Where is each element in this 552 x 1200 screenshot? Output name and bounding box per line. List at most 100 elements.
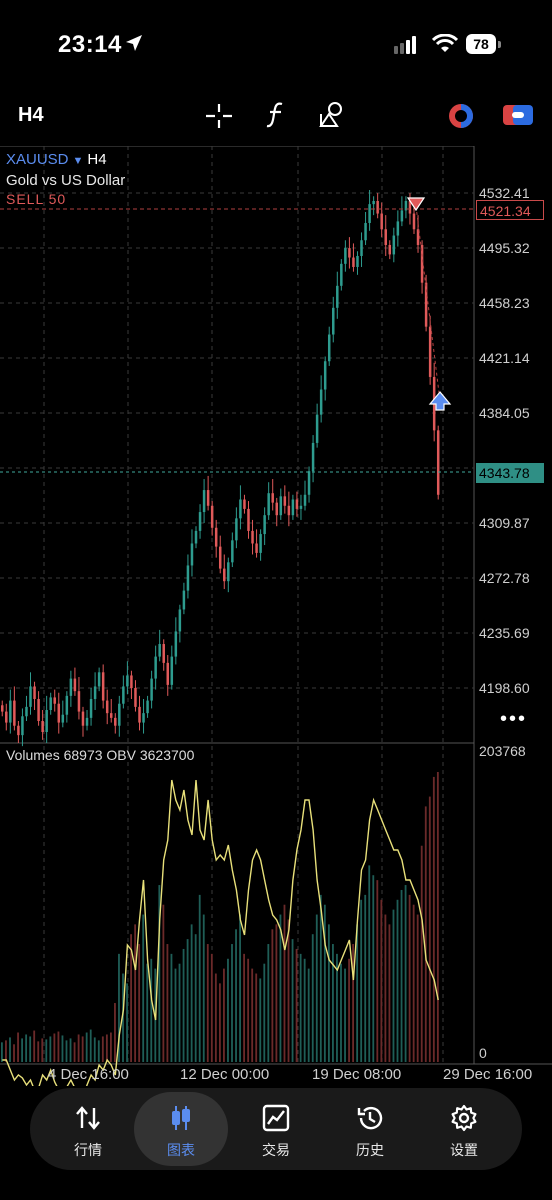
crosshair-icon[interactable] xyxy=(204,102,234,130)
candle-body xyxy=(214,527,218,547)
volume-bar xyxy=(336,953,338,1062)
volume-bar xyxy=(9,1037,11,1062)
candle-body xyxy=(267,493,270,516)
gear-icon xyxy=(451,1104,477,1132)
volume-bar xyxy=(45,1039,48,1062)
candle-body xyxy=(436,430,440,495)
volume-bar xyxy=(101,1036,104,1062)
tab-settings[interactable]: 设置 xyxy=(417,1092,511,1166)
candle-body xyxy=(287,505,291,516)
candle-body xyxy=(243,499,246,509)
candle-body xyxy=(348,248,351,258)
tab-history[interactable]: 历史 xyxy=(323,1092,417,1166)
tab-label: 行情 xyxy=(74,1142,102,1158)
symbol-name[interactable]: XAUUSD xyxy=(6,151,69,168)
price-label: 4384.05 xyxy=(479,405,530,421)
candle-body xyxy=(93,686,97,700)
time-label: 4 Dec 16:00 xyxy=(48,1066,129,1083)
candle-body xyxy=(400,210,404,222)
candle-body xyxy=(352,257,355,267)
more-options-button[interactable]: ••• xyxy=(500,708,528,730)
wifi-icon xyxy=(432,34,458,52)
candle-body xyxy=(37,699,40,722)
candle-body xyxy=(194,530,198,544)
price-label: 4198.60 xyxy=(479,680,530,696)
candle-body xyxy=(295,499,299,509)
price-chart[interactable] xyxy=(0,146,552,1086)
sell-arrow-icon xyxy=(406,197,426,212)
symbol-dropdown-icon[interactable]: ▼ xyxy=(72,155,84,167)
candle-body xyxy=(49,697,52,711)
candle-body xyxy=(291,499,295,516)
candle-body xyxy=(344,248,347,264)
candle-body xyxy=(105,700,109,714)
volume-bar xyxy=(174,968,177,1062)
volume-bar xyxy=(162,904,165,1062)
volume-bar xyxy=(424,806,427,1062)
timeframe-button[interactable]: H4 xyxy=(18,104,44,126)
candle-body xyxy=(259,534,262,553)
candle-body xyxy=(239,499,242,519)
candle-body xyxy=(69,678,73,696)
function-icon[interactable] xyxy=(264,100,288,130)
candle-body xyxy=(319,389,323,415)
volume-bar xyxy=(332,944,334,1062)
volume-bar xyxy=(1,1042,3,1062)
order-line-label[interactable]: SELL 50 xyxy=(6,191,67,207)
volume-bar xyxy=(69,1038,72,1062)
volume-max-label: 203768 xyxy=(479,743,526,759)
candle-body xyxy=(97,672,101,687)
candle-body xyxy=(311,442,315,472)
price-label: 4235.69 xyxy=(479,625,530,641)
candle-body xyxy=(190,543,194,566)
tab-trade[interactable]: 交易 xyxy=(229,1092,323,1166)
candle-body xyxy=(376,200,379,214)
objects-icon[interactable] xyxy=(318,100,348,130)
volume-bar xyxy=(118,953,120,1062)
volume-bar xyxy=(344,968,346,1062)
candle-body xyxy=(392,235,396,255)
volume-bar xyxy=(114,1003,116,1062)
tab-label: 历史 xyxy=(356,1142,384,1158)
candle-body xyxy=(174,631,178,657)
candle-body xyxy=(118,703,121,726)
volume-bar xyxy=(376,880,379,1062)
candle-body xyxy=(198,512,202,531)
candle-body xyxy=(396,221,400,236)
volume-bar xyxy=(178,963,181,1062)
price-label: 4421.14 xyxy=(479,350,530,366)
volume-bar xyxy=(384,914,387,1062)
volume-bar xyxy=(352,944,355,1062)
volume-bar xyxy=(73,1042,76,1062)
volume-bar xyxy=(251,968,254,1062)
volume-bar xyxy=(231,944,233,1062)
tab-chart[interactable]: 图表 xyxy=(134,1092,228,1166)
volume-bar xyxy=(49,1036,52,1062)
candle-body xyxy=(299,505,303,509)
time-label: 12 Dec 00:00 xyxy=(180,1066,270,1083)
switch-icon[interactable] xyxy=(503,102,533,128)
trade-account-icon[interactable] xyxy=(446,102,476,130)
volume-bar xyxy=(126,983,128,1062)
quotes-icon xyxy=(76,1106,100,1130)
volume-bar xyxy=(97,1040,100,1062)
volume-bar xyxy=(214,973,217,1062)
candle-body xyxy=(182,590,186,610)
volume-bar xyxy=(340,963,342,1062)
volume-bar xyxy=(61,1035,64,1062)
candle-body xyxy=(158,644,161,657)
price-label: 4458.23 xyxy=(479,295,530,311)
volume-bar xyxy=(138,944,141,1062)
volume-bar xyxy=(364,894,367,1062)
candle-body xyxy=(263,515,266,535)
candle-body xyxy=(13,700,16,726)
candle-body xyxy=(384,229,387,245)
candle-body xyxy=(275,502,278,516)
volume-bar xyxy=(77,1034,80,1062)
symbol-header[interactable]: XAUUSD ▼ H4 xyxy=(6,151,107,168)
tab-quotes[interactable]: 行情 xyxy=(41,1092,135,1166)
volume-bar xyxy=(323,904,326,1062)
candle-body xyxy=(251,530,254,544)
candle-body xyxy=(122,686,125,704)
candle-body xyxy=(134,688,137,707)
